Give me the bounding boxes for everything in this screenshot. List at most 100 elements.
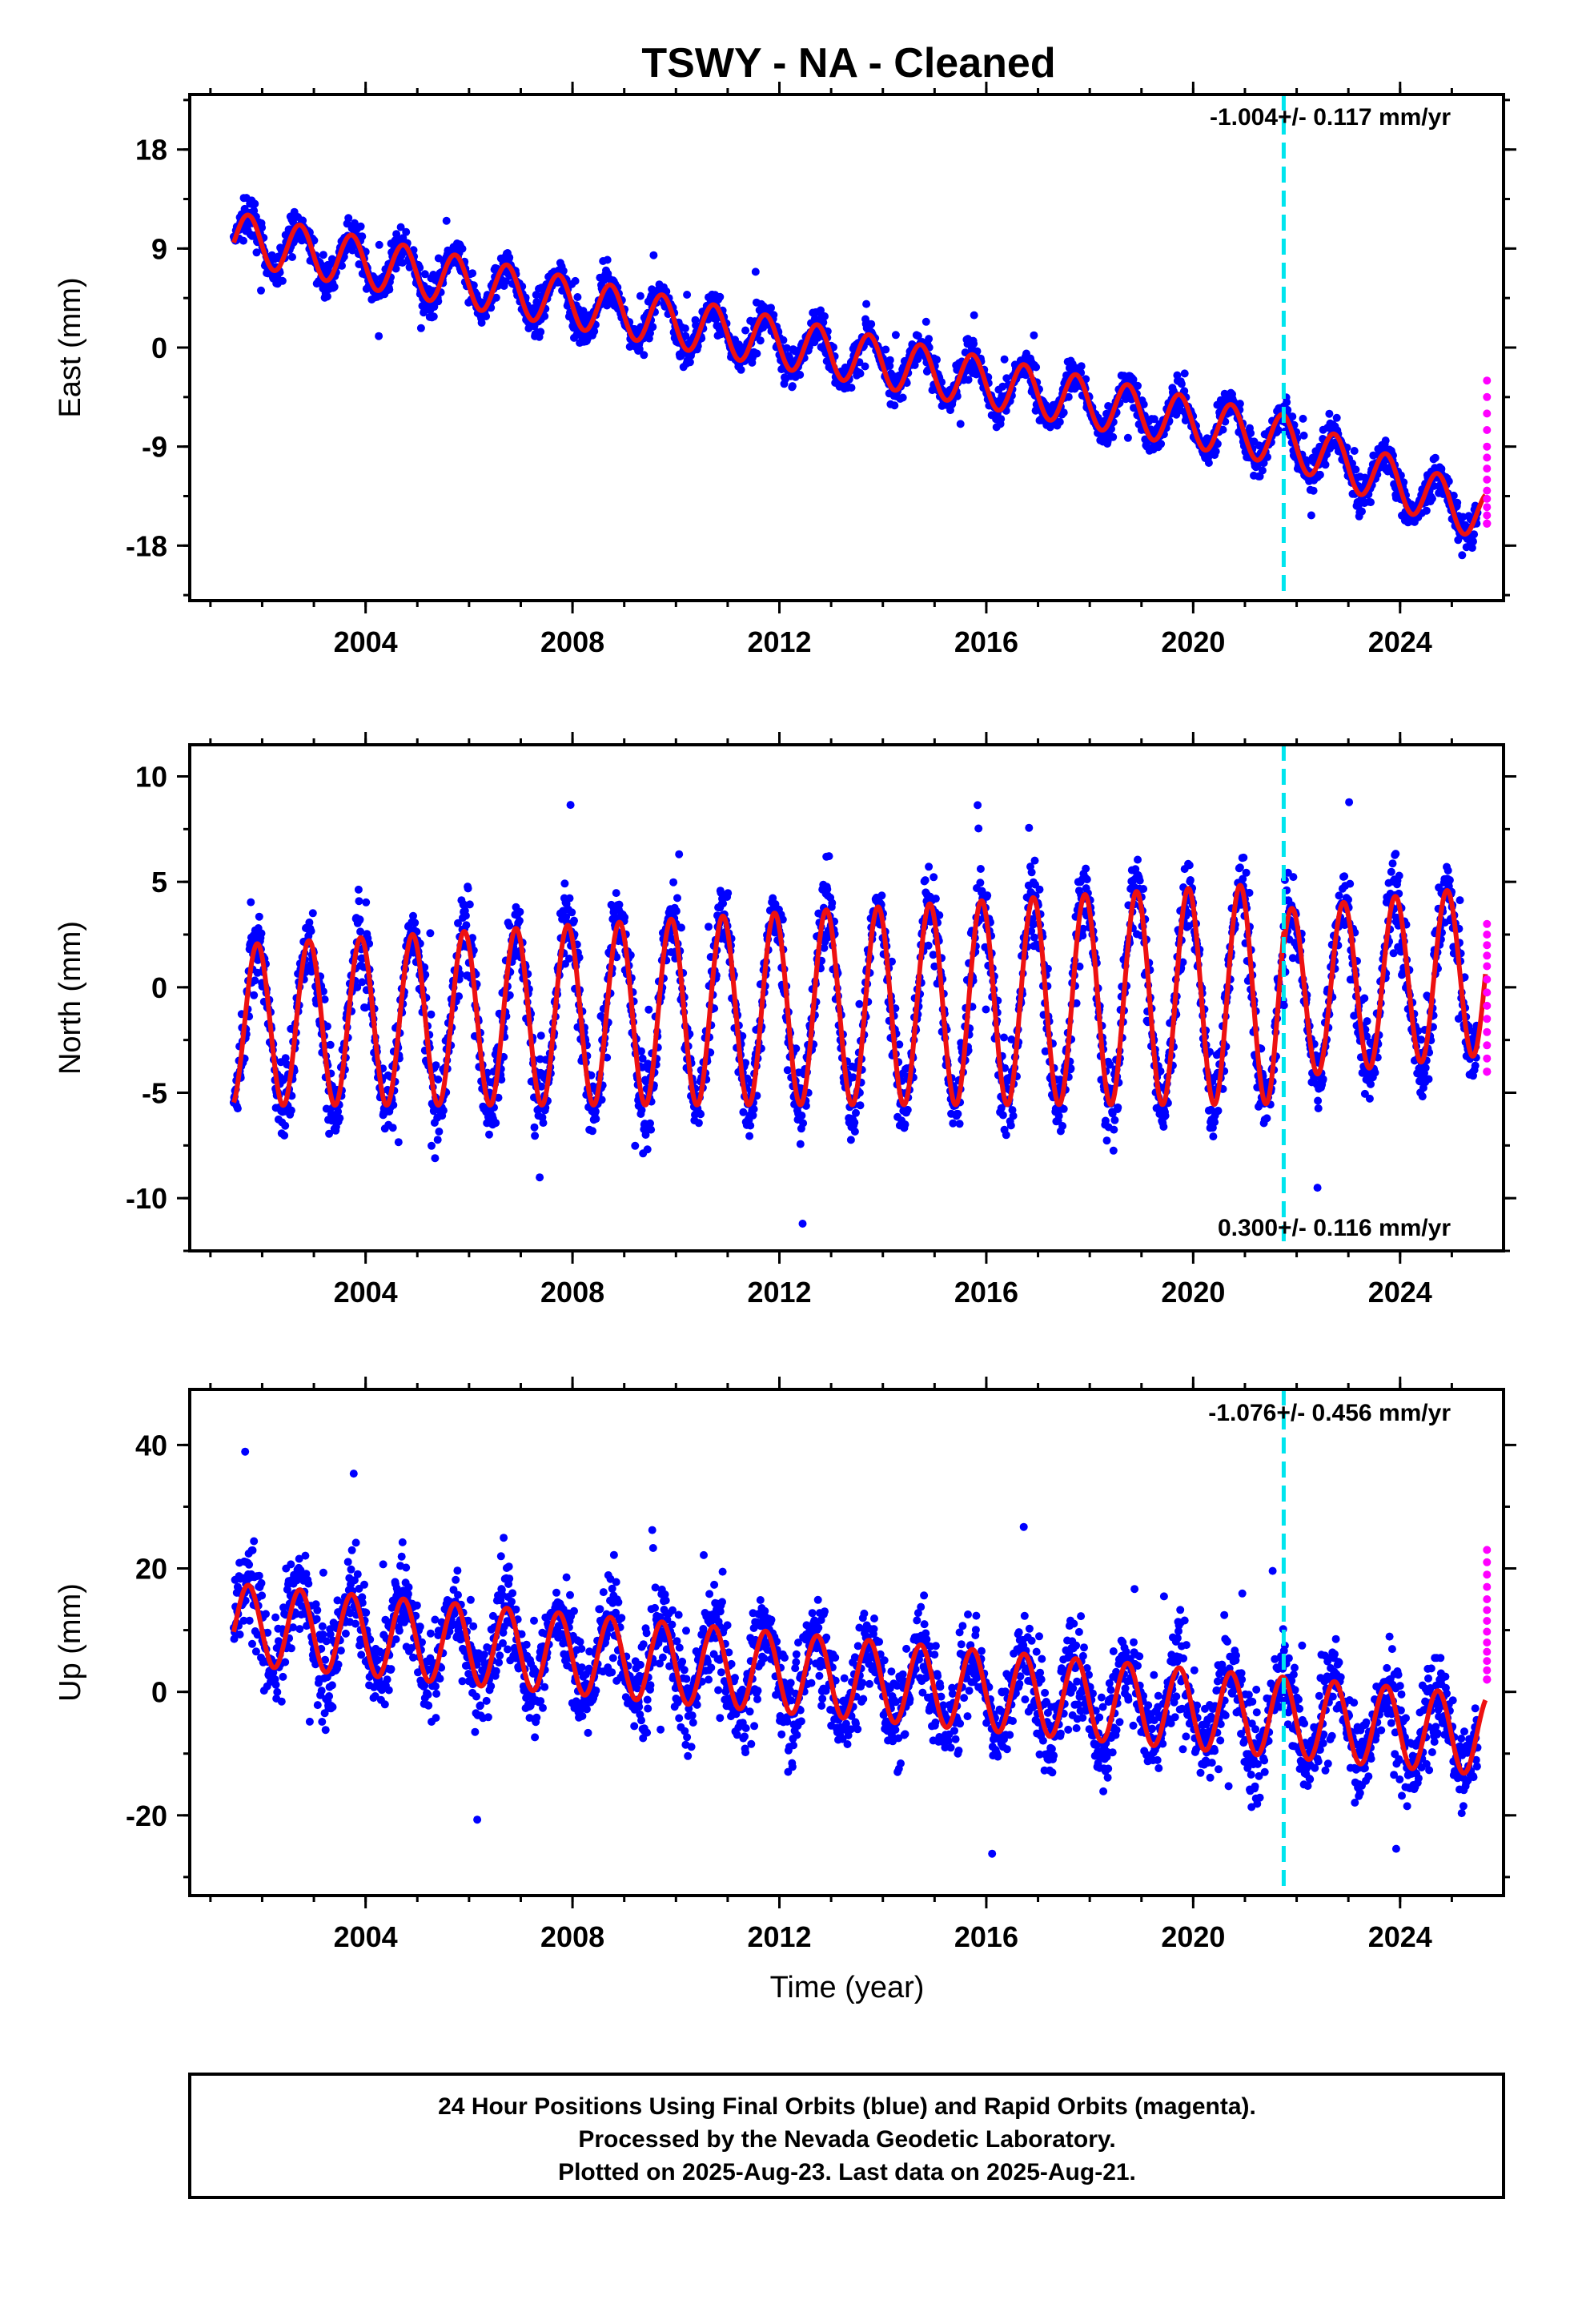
- east-x-tick-label: 2012: [747, 625, 811, 658]
- north-final-point: [257, 929, 266, 938]
- east-final-point: [540, 312, 549, 320]
- north-final-point: [673, 894, 681, 903]
- east-final-point: [1469, 537, 1477, 546]
- east-final-point: [956, 420, 965, 428]
- east-final-point: [921, 317, 930, 326]
- east-final-point: [861, 362, 869, 371]
- east-final-point: [716, 292, 725, 301]
- north-final-point: [1054, 1112, 1063, 1120]
- north-final-point: [921, 876, 930, 885]
- east-rapid-point: [1483, 511, 1492, 520]
- east-x-tick-label: 2004: [334, 625, 398, 658]
- east-rapid-point: [1483, 494, 1492, 503]
- east-final-point: [338, 261, 346, 270]
- east-rapid-orbit-points: [1483, 376, 1492, 528]
- east-y-tick-label: 18: [135, 134, 167, 167]
- north-final-point: [492, 1119, 500, 1128]
- east-rapid-point: [1483, 503, 1492, 512]
- north-final-point: [355, 915, 364, 924]
- east-final-point: [648, 323, 657, 332]
- east-final-point: [1458, 551, 1467, 560]
- north-final-point: [435, 1128, 444, 1136]
- north-final-point: [644, 1005, 653, 1014]
- east-final-point: [330, 283, 339, 292]
- north-final-point: [846, 1136, 855, 1144]
- east-final-point: [1055, 417, 1064, 426]
- north-final-point: [394, 1138, 403, 1147]
- east-final-point: [756, 336, 765, 345]
- north-final-point: [1006, 1121, 1015, 1130]
- north-final-point: [485, 1130, 493, 1139]
- north-final-point: [568, 908, 576, 917]
- east-final-point: [356, 222, 365, 231]
- east-final-point: [1299, 414, 1307, 423]
- east-final-point: [477, 319, 486, 327]
- east-rapid-point: [1483, 392, 1492, 401]
- north-final-point: [954, 1109, 962, 1118]
- east-final-point: [796, 371, 805, 379]
- north-final-point: [694, 1119, 703, 1128]
- north-final-point: [287, 1106, 295, 1115]
- north-final-point: [631, 1141, 640, 1150]
- north-final-point: [798, 1220, 807, 1228]
- north-final-point: [426, 929, 435, 938]
- north-final-point: [615, 900, 624, 909]
- east-final-point: [442, 216, 451, 225]
- east-final-point: [997, 415, 1006, 424]
- east-final-point: [933, 356, 941, 364]
- east-final-point: [573, 293, 582, 301]
- north-final-point: [877, 891, 886, 900]
- east-final-point: [1325, 409, 1334, 418]
- north-final-point: [903, 1105, 912, 1114]
- north-final-point: [255, 912, 263, 921]
- north-final-point: [565, 894, 574, 903]
- east-final-point: [890, 401, 899, 410]
- east-final-point: [1315, 470, 1324, 479]
- east-final-point: [867, 320, 876, 328]
- north-final-point: [930, 873, 938, 882]
- north-final-point: [335, 1114, 344, 1123]
- east-final-point: [1358, 507, 1366, 516]
- north-final-point: [530, 1123, 539, 1132]
- north-final-point: [1027, 868, 1036, 877]
- north-final-point: [724, 889, 733, 898]
- north-final-point: [931, 895, 940, 903]
- north-final-point: [675, 850, 684, 858]
- east-final-point: [358, 232, 367, 241]
- east-final-point: [1000, 355, 1009, 364]
- east-plot-frame: [188, 93, 1505, 602]
- north-final-point: [1025, 823, 1034, 832]
- north-final-point: [409, 911, 417, 920]
- north-final-point: [439, 1106, 448, 1115]
- east-final-point: [685, 358, 694, 367]
- north-final-point: [428, 1141, 436, 1150]
- east-final-point: [1307, 511, 1315, 520]
- east-final-point: [288, 253, 296, 261]
- north-final-point: [955, 1120, 964, 1128]
- north-final-point: [362, 898, 371, 907]
- east-final-point: [788, 382, 797, 391]
- north-final-point: [901, 1120, 909, 1129]
- east-final-point: [492, 293, 500, 302]
- east-x-tick-label: 2024: [1368, 625, 1432, 658]
- east-rapid-point: [1483, 409, 1492, 418]
- east-final-point: [482, 312, 491, 320]
- north-final-point: [669, 878, 678, 887]
- east-y-tick-label: -18: [126, 529, 167, 562]
- east-final-point: [1351, 465, 1360, 474]
- east-final-point: [344, 214, 353, 223]
- east-final-point: [753, 349, 761, 358]
- east-rapid-point: [1483, 376, 1492, 385]
- east-final-point: [646, 329, 654, 337]
- east-final-point: [898, 393, 907, 402]
- east-final-point: [779, 336, 788, 344]
- east-final-point: [429, 312, 438, 321]
- east-final-point: [252, 248, 261, 257]
- east-final-point: [603, 255, 612, 264]
- east-y-tick-label: 9: [151, 232, 167, 265]
- north-final-point: [745, 1132, 754, 1140]
- north-final-point: [233, 1104, 242, 1113]
- east-y-tick-label: 0: [151, 332, 167, 364]
